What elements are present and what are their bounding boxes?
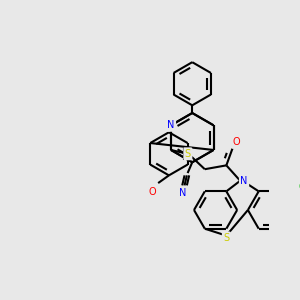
Text: S: S bbox=[185, 149, 191, 159]
Text: C: C bbox=[180, 188, 186, 198]
Text: O: O bbox=[232, 137, 240, 147]
Text: S: S bbox=[223, 233, 230, 243]
Text: Cl: Cl bbox=[298, 182, 300, 193]
Text: N: N bbox=[167, 120, 175, 130]
Text: O: O bbox=[148, 187, 156, 196]
Text: N: N bbox=[179, 188, 187, 198]
Text: N: N bbox=[240, 176, 248, 186]
